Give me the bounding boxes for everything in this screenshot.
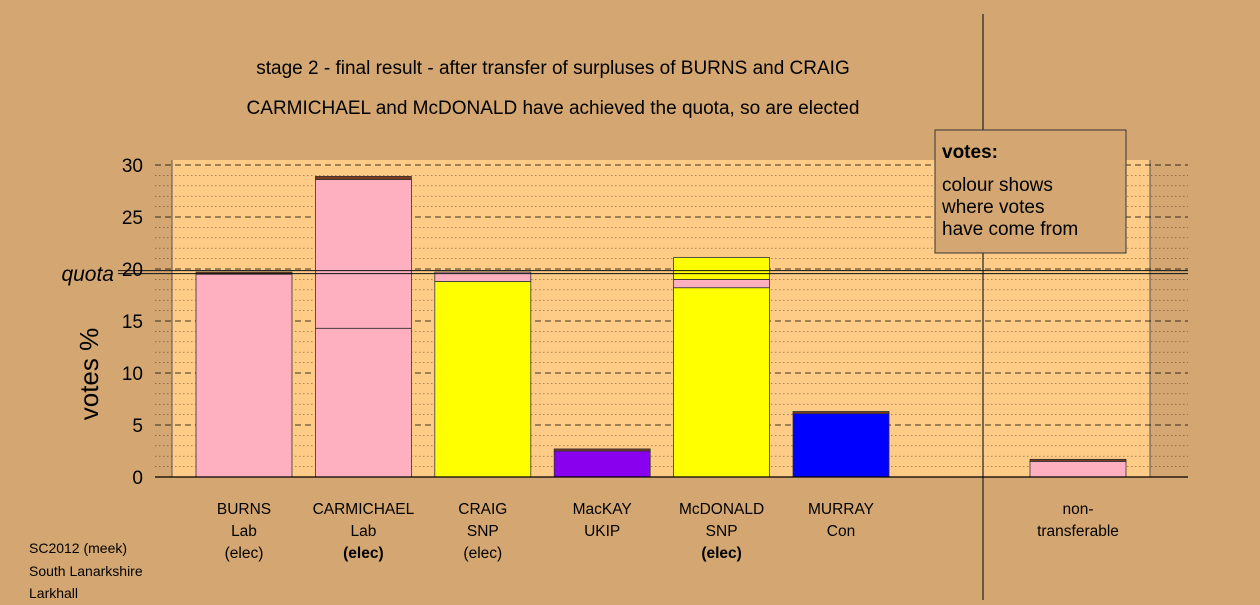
bar-burns-segment: [195, 273, 293, 478]
bar-craig-segment: [434, 281, 532, 478]
y-axis-label: votes %: [74, 328, 104, 421]
category-label-status: (elec): [225, 545, 264, 562]
bar-mcdonald-segment: [673, 257, 770, 280]
bars: [118, 176, 1188, 478]
bar-mcdonald-segment: [673, 287, 770, 478]
category-label-status: (elec): [701, 545, 742, 562]
y-axis: 0 5 10 15 20 25 30: [122, 156, 1188, 489]
y-tick-label: 30: [122, 156, 143, 177]
bar-murray-segment: [792, 411, 890, 414]
bar-mcdonald-segment: [673, 278, 770, 289]
bar-craig-segment: [434, 271, 532, 282]
source-footer: SC2012 (meek) South Lanarkshire Larkhall: [29, 537, 143, 605]
category-label-party: Con: [827, 523, 855, 540]
y-tick-label: 5: [132, 416, 143, 437]
y-tick-label: 10: [122, 364, 143, 385]
category-label-party: Lab: [350, 523, 376, 540]
footer-line: South Lanarkshire: [29, 562, 143, 579]
bar-mackay-segment: [553, 450, 651, 478]
category-label-name: McDONALD: [679, 501, 764, 518]
legend-line: colour shows: [942, 175, 1053, 196]
legend-box: [934, 129, 1127, 254]
bar-mackay-segment: [553, 448, 651, 452]
y-tick-label: 20: [122, 260, 143, 281]
footer-line: SC2012 (meek): [29, 540, 128, 556]
bar-carmichael-segment: [314, 327, 412, 478]
category-label-name: BURNS: [217, 501, 271, 518]
y-tick-label: 0: [132, 468, 143, 489]
category-label-party: SNP: [467, 523, 499, 540]
bar-murray-segment: [792, 413, 890, 478]
category-label-name: MURRAY: [808, 501, 874, 518]
legend: votes: colour shows where votes have com…: [934, 129, 1127, 254]
y-tick-label: 15: [122, 312, 143, 333]
bar-carmichael-segment: [314, 176, 412, 180]
category-label-party: Lab: [231, 523, 257, 540]
bar-carmichael-segment: [314, 179, 412, 329]
legend-title: votes:: [942, 142, 998, 163]
legend-line: where votes: [941, 197, 1044, 218]
footer-line: Larkhall: [29, 585, 79, 601]
category-label-name: CRAIG: [458, 501, 507, 518]
category-label-party: SNP: [706, 523, 738, 540]
chart-title: stage 2 - final result - after transfer …: [256, 58, 849, 79]
category-label-name: MacKAY: [573, 501, 632, 518]
category-label-status: (elec): [343, 545, 384, 562]
nontransferable-label: non-: [1062, 501, 1093, 518]
nontransferable-label: transferable: [1037, 523, 1119, 540]
category-labels: BURNS Lab (elec) CARMICHAEL Lab (elec) CRAIG SN…: [217, 501, 1119, 562]
category-label-name: CARMICHAEL: [313, 501, 415, 518]
chart-subtitle: CARMICHAEL and McDONALD have achieved th…: [247, 98, 860, 119]
quota-label: quota: [61, 263, 114, 286]
y-tick-label: 25: [122, 208, 143, 229]
bar-nontransferable-segment: [1029, 460, 1127, 478]
category-label-party: UKIP: [584, 523, 620, 540]
category-label-status: (elec): [463, 545, 502, 562]
bar-nontransferable-segment: [1029, 458, 1127, 462]
legend-line: have come from: [942, 219, 1078, 240]
